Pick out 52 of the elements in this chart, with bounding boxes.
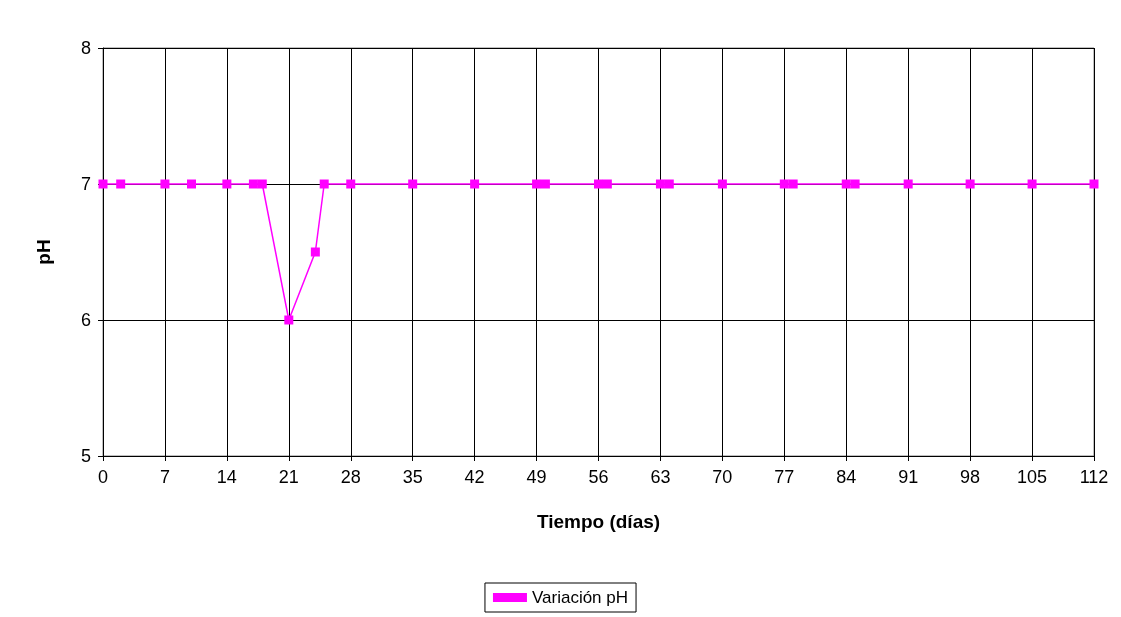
point [788,179,798,189]
point [532,179,542,189]
x-tick-label: 14 [216,467,237,487]
point [850,179,860,189]
x-tick-label: 35 [402,467,423,487]
point [965,179,975,189]
x-tick-label: 21 [278,467,299,487]
point [602,179,612,189]
point [779,179,789,189]
x-tick-label: 42 [464,467,485,487]
x-tick-label: 28 [340,467,361,487]
legend-label: Variación pH [531,588,629,607]
point [408,179,418,189]
point [310,247,320,257]
point [257,179,267,189]
x-tick-label: 70 [712,467,733,487]
y-tick-label: 8 [80,38,91,58]
point [98,179,108,189]
point [841,179,851,189]
point [664,179,674,189]
point [540,179,550,189]
x-tick-label: 7 [159,467,170,487]
x-tick-label: 84 [836,467,857,487]
point [160,179,170,189]
x-axis-title: Tiempo (días) [536,511,661,532]
x-tick-label: 91 [898,467,919,487]
point [594,179,603,189]
point [116,179,126,189]
point [1027,179,1037,189]
x-tick-label: 105 [1017,467,1048,487]
y-axis-title: pH [33,239,54,265]
y-tick-label: 5 [80,446,91,466]
point [346,179,356,189]
point [222,179,232,189]
point [319,179,329,189]
point [655,179,665,189]
x-tick-label: 112 [1079,467,1109,487]
y-tick-label: 6 [80,310,91,330]
x-tick-label: 0 [97,467,109,487]
x-tick-label: 56 [588,467,609,487]
y-tick-label: 7 [80,174,91,194]
x-tick-label: 98 [960,467,981,487]
point [903,179,913,189]
x-tick-label: 77 [774,467,795,487]
point [248,179,258,189]
point [470,179,480,189]
point [717,179,727,189]
point [284,315,294,325]
point [1089,179,1099,189]
x-tick-label: 63 [650,467,671,487]
point [186,179,196,189]
x-tick-label: 49 [526,467,547,487]
